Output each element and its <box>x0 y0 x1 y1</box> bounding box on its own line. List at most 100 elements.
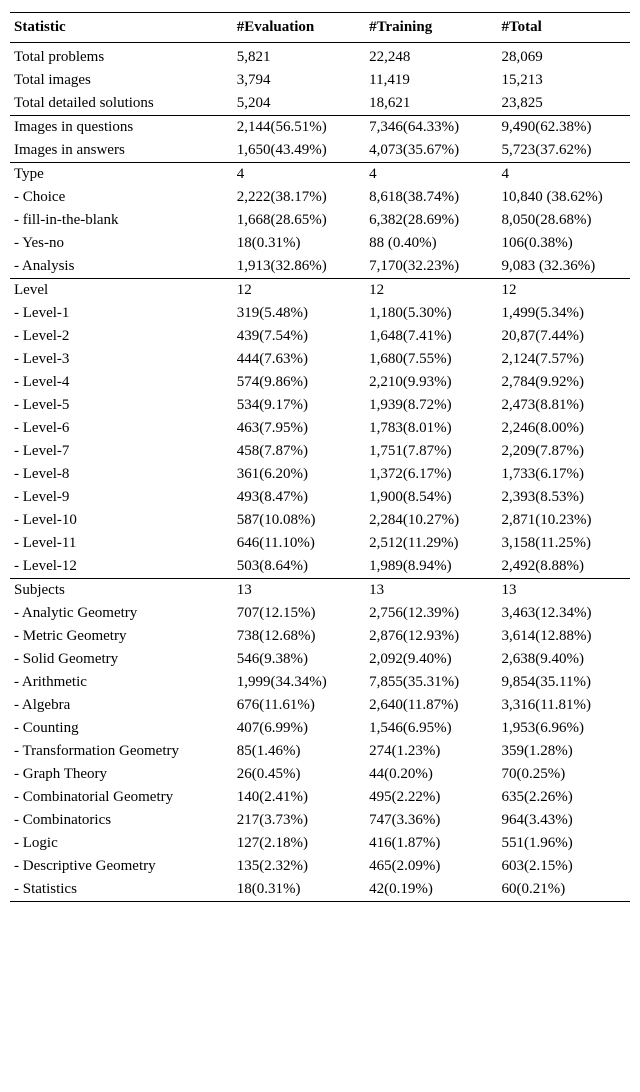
table-cell: - Level-5 <box>10 394 233 417</box>
table-cell: 8,618(38.74%) <box>365 186 497 209</box>
table-row: Total images3,79411,41915,213 <box>10 69 630 92</box>
table-cell: Total problems <box>10 43 233 70</box>
table-cell: 1,546(6.95%) <box>365 717 497 740</box>
table-cell: - Level-4 <box>10 371 233 394</box>
table-cell: - Arithmetic <box>10 671 233 694</box>
table-cell: 1,680(7.55%) <box>365 348 497 371</box>
table-row: - Level-1319(5.48%)1,180(5.30%)1,499(5.3… <box>10 302 630 325</box>
table-cell: 85(1.46%) <box>233 740 365 763</box>
table-cell: 20,87(7.44%) <box>498 325 630 348</box>
table-cell: 319(5.48%) <box>233 302 365 325</box>
table-cell: 635(2.26%) <box>498 786 630 809</box>
table-cell: 1,953(6.96%) <box>498 717 630 740</box>
col-header-statistic: Statistic <box>10 13 233 43</box>
table-cell: Total detailed solutions <box>10 92 233 116</box>
table-cell: 3,463(12.34%) <box>498 602 630 625</box>
table-cell: - Level-12 <box>10 555 233 579</box>
table-cell: - Algebra <box>10 694 233 717</box>
table-cell: 4,073(35.67%) <box>365 139 497 163</box>
table-cell: 361(6.20%) <box>233 463 365 486</box>
table-cell: - Level-10 <box>10 509 233 532</box>
table-cell: 44(0.20%) <box>365 763 497 786</box>
table-cell: 60(0.21%) <box>498 878 630 902</box>
table-row: - Analytic Geometry707(12.15%)2,756(12.3… <box>10 602 630 625</box>
table-cell: Level <box>10 279 233 303</box>
table-cell: 2,640(11.87%) <box>365 694 497 717</box>
table-cell: 26(0.45%) <box>233 763 365 786</box>
table-cell: 3,158(11.25%) <box>498 532 630 555</box>
table-cell: 7,855(35.31%) <box>365 671 497 694</box>
table-cell: 1,989(8.94%) <box>365 555 497 579</box>
table-cell: - Combinatorics <box>10 809 233 832</box>
table-row: - Level-10587(10.08%)2,284(10.27%)2,871(… <box>10 509 630 532</box>
table-cell: 747(3.36%) <box>365 809 497 832</box>
table-cell: 1,939(8.72%) <box>365 394 497 417</box>
table-row: - Level-9493(8.47%)1,900(8.54%)2,393(8.5… <box>10 486 630 509</box>
table-cell: - Level-11 <box>10 532 233 555</box>
table-row: - fill-in-the-blank1,668(28.65%)6,382(28… <box>10 209 630 232</box>
table-row: Total problems5,82122,24828,069 <box>10 43 630 70</box>
table-cell: 127(2.18%) <box>233 832 365 855</box>
table-cell: 1,372(6.17%) <box>365 463 497 486</box>
table-cell: 3,316(11.81%) <box>498 694 630 717</box>
table-cell: 42(0.19%) <box>365 878 497 902</box>
table-cell: 416(1.87%) <box>365 832 497 855</box>
table-cell: 493(8.47%) <box>233 486 365 509</box>
table-cell: 274(1.23%) <box>365 740 497 763</box>
table-row: - Analysis1,913(32.86%)7,170(32.23%)9,08… <box>10 255 630 279</box>
table-row: - Metric Geometry738(12.68%)2,876(12.93%… <box>10 625 630 648</box>
table-cell: 11,419 <box>365 69 497 92</box>
table-cell: - Descriptive Geometry <box>10 855 233 878</box>
table-cell: 9,083 (32.36%) <box>498 255 630 279</box>
col-header-training: #Training <box>365 13 497 43</box>
table-body: Total problems5,82122,24828,069Total ima… <box>10 43 630 902</box>
table-cell: Type <box>10 163 233 187</box>
table-cell: - Counting <box>10 717 233 740</box>
table-cell: - Level-1 <box>10 302 233 325</box>
table-cell: - Level-8 <box>10 463 233 486</box>
table-row: - Logic127(2.18%)416(1.87%)551(1.96%) <box>10 832 630 855</box>
table-cell: 12 <box>498 279 630 303</box>
table-cell: 2,512(11.29%) <box>365 532 497 555</box>
table-cell: Images in answers <box>10 139 233 163</box>
table-cell: 217(3.73%) <box>233 809 365 832</box>
table-cell: - fill-in-the-blank <box>10 209 233 232</box>
table-cell: 2,492(8.88%) <box>498 555 630 579</box>
table-row: Images in questions2,144(56.51%)7,346(64… <box>10 116 630 140</box>
table-row: Type444 <box>10 163 630 187</box>
table-cell: 458(7.87%) <box>233 440 365 463</box>
table-cell: - Level-3 <box>10 348 233 371</box>
table-cell: 12 <box>365 279 497 303</box>
table-cell: 1,733(6.17%) <box>498 463 630 486</box>
table-cell: 5,723(37.62%) <box>498 139 630 163</box>
table-cell: 534(9.17%) <box>233 394 365 417</box>
table-cell: 2,246(8.00%) <box>498 417 630 440</box>
table-cell: 1,900(8.54%) <box>365 486 497 509</box>
table-cell: 2,756(12.39%) <box>365 602 497 625</box>
table-cell: - Combinatorial Geometry <box>10 786 233 809</box>
table-cell: 603(2.15%) <box>498 855 630 878</box>
table-cell: 463(7.95%) <box>233 417 365 440</box>
table-cell: 9,490(62.38%) <box>498 116 630 140</box>
table-row: Subjects131313 <box>10 579 630 603</box>
table-cell: 546(9.38%) <box>233 648 365 671</box>
table-cell: 2,284(10.27%) <box>365 509 497 532</box>
table-row: Images in answers1,650(43.49%)4,073(35.6… <box>10 139 630 163</box>
table-cell: 2,222(38.17%) <box>233 186 365 209</box>
table-cell: - Metric Geometry <box>10 625 233 648</box>
table-cell: 10,840 (38.62%) <box>498 186 630 209</box>
table-cell: 407(6.99%) <box>233 717 365 740</box>
table-cell: 676(11.61%) <box>233 694 365 717</box>
table-cell: 646(11.10%) <box>233 532 365 555</box>
table-cell: 106(0.38%) <box>498 232 630 255</box>
table-cell: 8,050(28.68%) <box>498 209 630 232</box>
table-cell: 140(2.41%) <box>233 786 365 809</box>
table-cell: 964(3.43%) <box>498 809 630 832</box>
table-row: - Level-11646(11.10%)2,512(11.29%)3,158(… <box>10 532 630 555</box>
table-cell: 1,751(7.87%) <box>365 440 497 463</box>
table-cell: 4 <box>365 163 497 187</box>
table-cell: 439(7.54%) <box>233 325 365 348</box>
table-row: - Level-3444(7.63%)1,680(7.55%)2,124(7.5… <box>10 348 630 371</box>
col-header-total: #Total <box>498 13 630 43</box>
table-cell: 70(0.25%) <box>498 763 630 786</box>
